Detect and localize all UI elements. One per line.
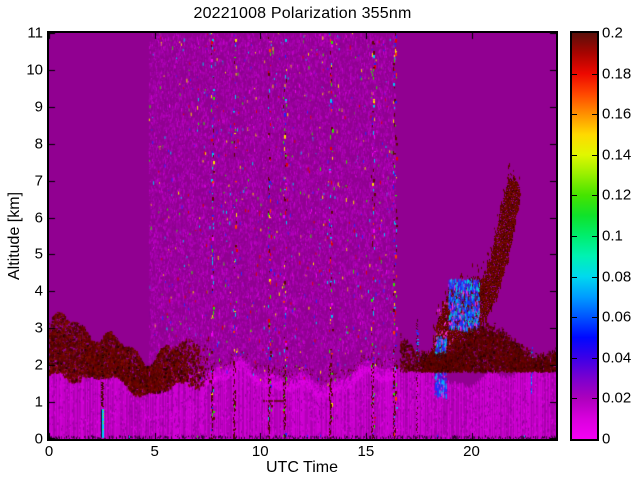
x-tick-label: 5 — [150, 443, 159, 460]
colorbar-tick-label: 0.16 — [602, 105, 632, 123]
colorbar-tick — [592, 317, 597, 319]
x-tick-label: 10 — [251, 443, 269, 460]
colorbar-tick-label: 0.1 — [602, 227, 623, 245]
colorbar-tick — [572, 317, 577, 319]
colorbar-tick-label: 0.02 — [602, 389, 632, 407]
colorbar-tick-label: 0.2 — [602, 24, 623, 42]
x-tick-label: 0 — [44, 443, 54, 460]
y-tick-label: 4 — [34, 282, 43, 300]
colorbar-tick — [592, 73, 597, 75]
y-tick-label: 7 — [34, 172, 43, 190]
colorbar-tick — [572, 357, 577, 359]
colorbar-tick — [572, 236, 577, 237]
colorbar-tick — [592, 236, 597, 237]
colorbar-tick — [592, 154, 597, 156]
y-tick-label: 5 — [34, 245, 43, 263]
colorbar-tick — [592, 195, 597, 197]
y-tick-label: 6 — [34, 209, 43, 227]
x-tick-label: 20 — [463, 443, 480, 460]
y-tick-label: 3 — [34, 319, 43, 337]
heatmap-canvas — [49, 33, 556, 439]
colorbar-tick-label: 0 — [602, 430, 611, 448]
y-tick-label: 2 — [34, 356, 43, 374]
colorbar-tick — [572, 114, 577, 116]
chart-title: 20221008 Polarization 355nm — [193, 5, 412, 22]
y-tick-label: 1 — [34, 393, 43, 411]
colorbar — [570, 31, 599, 441]
colorbar-tick — [592, 276, 597, 278]
plot-area — [47, 31, 558, 441]
colorbar-tick-label: 0.12 — [602, 186, 632, 204]
y-tick-label: 9 — [34, 98, 43, 116]
colorbar-tick — [572, 154, 577, 156]
colorbar-tick — [592, 357, 597, 359]
y-axis-label: Altitude [km] — [6, 191, 23, 281]
colorbar-tick-label: 0.08 — [602, 268, 632, 286]
y-tick-label: 0 — [34, 430, 43, 448]
x-axis-label: UTC Time — [266, 459, 338, 476]
colorbar-tick — [572, 195, 577, 197]
colorbar-tick-label: 0.14 — [602, 146, 632, 164]
x-tick-label: 15 — [357, 443, 375, 460]
colorbar-tick — [572, 398, 577, 400]
colorbar-tick — [592, 398, 597, 400]
y-tick-label: 10 — [26, 61, 43, 79]
colorbar-tick-label: 0.18 — [602, 65, 632, 83]
colorbar-tick — [572, 73, 577, 75]
colorbar-tick — [592, 114, 597, 116]
y-tick-label: 8 — [34, 135, 43, 153]
colorbar-tick-label: 0.06 — [602, 308, 632, 326]
y-tick-label: 11 — [27, 24, 43, 42]
colorbar-tick — [572, 276, 577, 278]
colorbar-tick-label: 0.04 — [602, 349, 632, 367]
